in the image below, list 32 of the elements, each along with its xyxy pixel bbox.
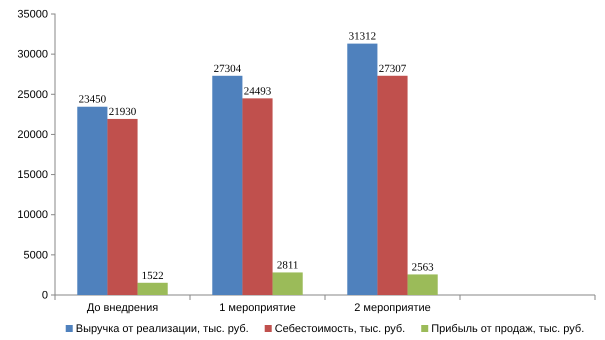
bar xyxy=(107,118,138,295)
data-label: 2563 xyxy=(412,261,434,274)
x-tick-label: 2 мероприятие xyxy=(354,302,431,314)
y-tick-label: 15000 xyxy=(17,169,48,182)
x-tick-label: 1 мероприятие xyxy=(219,302,296,314)
bar xyxy=(272,272,303,295)
data-label: 2811 xyxy=(276,259,298,272)
bar xyxy=(242,98,273,295)
y-tick-label: 5000 xyxy=(24,249,48,262)
legend-label: Выручка от реализации, тыс. руб. xyxy=(76,323,249,335)
y-tick-label: 20000 xyxy=(17,128,48,141)
data-label: 21930 xyxy=(108,106,137,118)
x-tick-label: До внедрения xyxy=(86,302,158,314)
bar xyxy=(212,76,242,295)
bar xyxy=(377,76,408,295)
data-label: 27307 xyxy=(378,62,407,75)
y-tick-label: 35000 xyxy=(17,8,48,21)
data-label: 31312 xyxy=(348,30,376,43)
y-tick-label: 25000 xyxy=(17,88,48,101)
y-tick-label: 30000 xyxy=(17,48,48,61)
data-label: 24493 xyxy=(244,85,272,98)
data-label: 27304 xyxy=(214,62,242,75)
bar xyxy=(408,274,438,295)
legend-label: Прибыль от продаж, тыс. руб. xyxy=(431,323,584,335)
data-label: 23450 xyxy=(78,94,107,106)
bar xyxy=(77,106,108,295)
bar xyxy=(138,282,168,295)
y-tick-label: 10000 xyxy=(17,209,48,222)
y-tick-label: 0 xyxy=(42,290,48,302)
legend-label: Себестоимость, тыс. руб. xyxy=(274,323,406,335)
data-label: 1522 xyxy=(142,270,164,282)
bar xyxy=(347,44,378,295)
